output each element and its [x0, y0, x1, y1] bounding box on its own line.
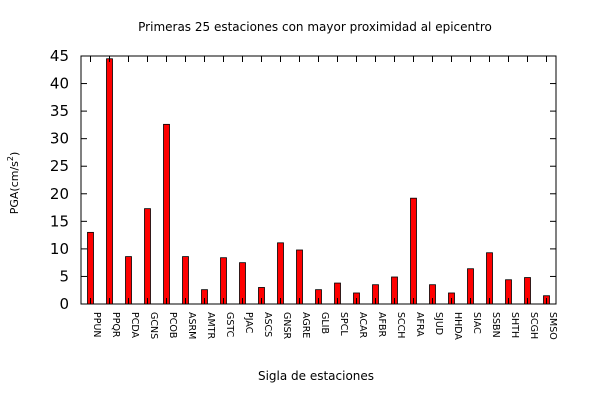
x-tick-label: PCDA: [129, 312, 140, 339]
x-tick-label: ASRM: [186, 312, 197, 339]
x-tick-label: SCGH: [528, 312, 539, 339]
x-tick-label: ACAR: [357, 312, 368, 338]
x-axis-label: Sigla de estaciones: [258, 369, 374, 383]
y-tick-label: 10: [50, 240, 69, 258]
chart-title: Primeras 25 estaciones con mayor proximi…: [138, 20, 492, 34]
x-axis-ticks: PPUN PPQR PCDA GCNS PCOB ASRM AMTR GSTC PJAC ASCS…: [90, 56, 558, 340]
axes: [80, 55, 557, 305]
bar-agre: [296, 249, 303, 305]
x-tick-label: SMSO: [547, 312, 558, 340]
y-tick-label: 15: [50, 212, 69, 230]
x-tick-label: PCOB: [167, 312, 178, 338]
y-axis-label-superscript: 2: [6, 156, 15, 161]
x-tick-label: AMTR: [205, 312, 216, 339]
y-tick-label: 5: [59, 267, 69, 285]
y-axis-label: PGA(cm/s2): [6, 152, 21, 215]
bar-gnsr: [277, 242, 284, 305]
x-tick-label: ASCS: [262, 312, 273, 337]
bar-asrm: [182, 256, 189, 305]
x-tick-label: AFRA: [414, 312, 425, 337]
bar-gcns: [144, 208, 151, 305]
bar-ppqr: [106, 58, 113, 305]
x-tick-label: PPUN: [91, 312, 102, 338]
x-tick-label: HHDA: [452, 312, 463, 340]
y-tick-label: 45: [50, 47, 69, 65]
bar-pcob: [163, 123, 170, 305]
bar-ppun: [87, 231, 94, 305]
x-tick-label: SSBN: [490, 312, 501, 338]
x-tick-label: SHTH: [509, 312, 520, 338]
x-tick-label: AGRE: [300, 312, 311, 338]
x-tick-label: GLIB: [319, 312, 330, 334]
x-tick-label: SPCL: [338, 312, 349, 336]
bar-pcda: [125, 256, 132, 305]
x-tick-label: SJUD: [433, 312, 444, 335]
x-tick-label: AFBR: [376, 312, 387, 337]
y-axis-label-close: ): [8, 152, 21, 156]
y-tick-label: 30: [50, 130, 69, 148]
y-tick-label: 40: [50, 75, 69, 93]
y-tick-label: 25: [50, 157, 69, 175]
x-tick-label: PJAC: [243, 312, 254, 334]
bar-gstc: [220, 257, 227, 305]
x-tick-label: GSTC: [224, 312, 235, 338]
bar-afra: [410, 197, 417, 305]
y-tick-label: 20: [50, 185, 69, 203]
plot-frame: [80, 55, 557, 305]
bars: [87, 58, 550, 305]
bar-pjac: [239, 262, 246, 305]
y-tick-label: 0: [59, 295, 69, 313]
x-tick-label: SIAC: [471, 312, 482, 334]
bar-ssbn: [486, 252, 493, 305]
y-axis-ticks: 0 5 10 15 20 25 30 35 40 45: [50, 47, 556, 313]
x-tick-label: SCCH: [395, 312, 406, 338]
y-tick-label: 35: [50, 102, 69, 120]
x-tick-label: GCNS: [148, 312, 159, 339]
x-tick-label: PPQR: [110, 312, 121, 338]
x-tick-label: GNSR: [281, 312, 292, 339]
y-axis-label-main: PGA(cm/s: [8, 161, 21, 214]
